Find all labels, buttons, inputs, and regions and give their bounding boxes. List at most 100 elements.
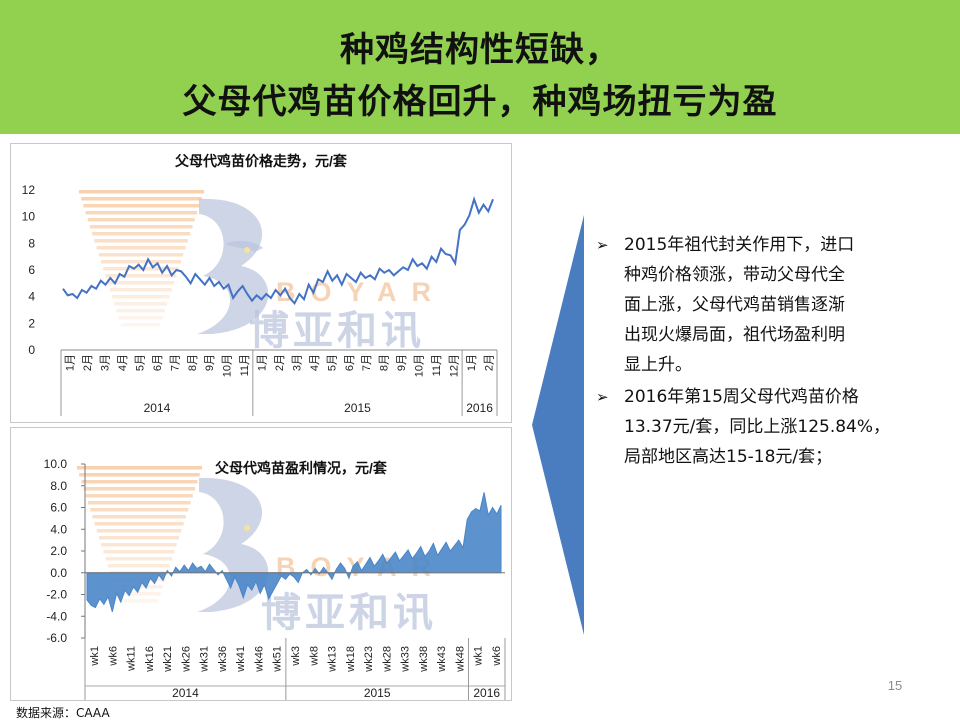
price-chart-panel: BOYAR 博亚和讯 父母代鸡苗价格走势，元/套 12 10 8 6 4 2 0 1月 2月 3… — [10, 143, 512, 423]
watermark-brand-en: BOYAR — [276, 277, 446, 307]
slide-title-line-2: 父母代鸡苗价格回升，种鸡场扭亏为盈 — [182, 82, 778, 122]
title-bar: 种鸡结构性短缺， 父母代鸡苗价格回升，种鸡场扭亏为盈 — [0, 0, 960, 134]
x-tick-label: wk11 — [126, 646, 138, 672]
x-tick-label: wk1 — [473, 646, 485, 667]
y-tick-label: 2.0 — [50, 544, 67, 558]
bullet-line: 种鸡价格领涨，带动父母代全 — [624, 265, 845, 285]
x-tick-label: wk8 — [308, 646, 320, 667]
y-tick-label: -6.0 — [46, 631, 67, 645]
bullet-item: ➢ 2016年第15周父母代鸡苗价格 13.37元/套，同比上涨125.84%，… — [596, 382, 941, 472]
watermark-brand-cn: 博亚和讯 — [249, 309, 425, 353]
y-tick-label: 6 — [28, 263, 35, 277]
x-tick-label: 3月 — [291, 354, 303, 371]
x-tick-label: 11月 — [239, 354, 251, 376]
bullet-line: 局部地区高达15-18元/套； — [624, 447, 833, 467]
x-tick-label: 6月 — [344, 354, 356, 371]
x-year-label: 2016 — [473, 686, 500, 700]
y-tick-label: -2.0 — [46, 588, 67, 602]
bullet-line: 出现火爆局面，祖代场盈利明 — [624, 325, 845, 345]
price-chart: BOYAR 博亚和讯 父母代鸡苗价格走势，元/套 12 10 8 6 4 2 0 1月 2月 3… — [22, 153, 498, 416]
x-tick-label: 8月 — [379, 354, 391, 371]
x-tick-label: wk1 — [89, 646, 101, 667]
profit-chart-title: 父母代鸡苗盈利情况，元/套 — [214, 460, 387, 476]
bullet-line: 显上升。 — [624, 355, 692, 375]
boyar-logo-watermark: BOYAR 博亚和讯 — [77, 466, 437, 635]
x-tick-label: 2月 — [274, 354, 286, 371]
bullet-line: 13.37元/套，同比上涨125.84%， — [624, 417, 891, 437]
x-year-label: 2015 — [364, 686, 391, 700]
x-tick-label: 6月 — [152, 354, 164, 371]
x-tick-label: wk18 — [345, 646, 357, 673]
x-tick-label: wk43 — [436, 646, 448, 673]
x-tick-label: 10月 — [222, 354, 234, 377]
bullet-line: 面上涨，父母代鸡苗销售逐渐 — [624, 295, 845, 315]
price-series-line — [62, 196, 494, 306]
x-tick-label: 1月 — [257, 354, 269, 371]
x-tick-label: 5月 — [326, 354, 338, 371]
x-tick-label: wk16 — [144, 646, 156, 673]
y-tick-label: 0 — [28, 343, 35, 357]
x-tick-label: 9月 — [396, 354, 408, 371]
x-tick-label: wk23 — [363, 646, 375, 673]
x-year-label: 2016 — [466, 401, 493, 415]
x-tick-label: wk46 — [253, 646, 265, 673]
x-tick-label: 1月 — [65, 354, 77, 371]
x-tick-label: wk6 — [107, 646, 119, 667]
x-tick-label: 2月 — [483, 354, 495, 371]
x-tick-label: wk36 — [217, 646, 229, 673]
boyar-logo-watermark: BOYAR 博亚和讯 — [79, 190, 446, 353]
x-tick-label: 11月 — [431, 354, 443, 376]
y-tick-label: 4.0 — [50, 522, 67, 536]
x-year-label: 2015 — [344, 401, 371, 415]
x-tick-label: 8月 — [187, 354, 199, 371]
y-tick-label: -4.0 — [46, 609, 67, 623]
bullet-list: ➢ 2015年祖代封关作用下，进口 种鸡价格领涨，带动父母代全 面上涨，父母代鸡… — [596, 230, 941, 474]
y-tick-label: 4 — [28, 290, 35, 304]
data-source-note: 数据来源：CAAA — [16, 706, 110, 720]
x-tick-label: wk26 — [180, 646, 192, 673]
slide-title-line-1: 种鸡结构性短缺， — [340, 30, 620, 70]
pointer-arrow-shape — [532, 215, 584, 635]
price-chart-title: 父母代鸡苗价格走势，元/套 — [174, 153, 347, 169]
arrow-bullet-icon: ➢ — [596, 236, 609, 254]
profit-chart-panel: BOYAR 博亚和讯 10.0 8.0 6.0 4.0 2.0 0.0 -2.0 -4.0 -6… — [10, 427, 512, 701]
x-tick-label: 5月 — [134, 354, 146, 371]
x-tick-label: 1月 — [466, 354, 478, 371]
profit-chart: BOYAR 博亚和讯 10.0 8.0 6.0 4.0 2.0 0.0 -2.0 -4.0 -6… — [44, 457, 506, 700]
bullet-line: 2016年第15周父母代鸡苗价格 — [624, 387, 859, 407]
x-year-label: 2014 — [172, 686, 199, 700]
x-tick-label: wk31 — [199, 646, 211, 673]
y-tick-label: 8.0 — [50, 479, 67, 493]
x-tick-label: wk13 — [327, 646, 339, 673]
x-tick-label: wk28 — [381, 646, 393, 673]
y-tick-label: 0.0 — [50, 566, 67, 580]
page-number: 15 — [887, 678, 903, 693]
bullet-line: 2015年祖代封关作用下，进口 — [624, 235, 855, 255]
x-tick-label: 7月 — [169, 354, 181, 371]
y-tick-label: 2 — [28, 316, 35, 330]
x-tick-label: wk41 — [235, 646, 247, 673]
x-tick-label: 12月 — [448, 354, 460, 377]
x-tick-label: wk51 — [272, 646, 284, 673]
x-tick-label: wk6 — [491, 646, 503, 667]
x-tick-label: wk48 — [454, 646, 466, 673]
x-tick-label: wk38 — [418, 646, 430, 673]
x-tick-label: 4月 — [309, 354, 321, 371]
y-tick-label: 8 — [28, 236, 35, 250]
x-tick-label: 2月 — [82, 354, 94, 371]
x-tick-label: 10月 — [414, 354, 426, 377]
bullet-item: ➢ 2015年祖代封关作用下，进口 种鸡价格领涨，带动父母代全 面上涨，父母代鸡… — [596, 230, 941, 380]
profit-series-area — [86, 492, 502, 613]
x-year-label: 2014 — [144, 401, 171, 415]
x-tick-label: wk3 — [290, 646, 302, 667]
y-tick-label: 10 — [22, 210, 36, 224]
x-tick-label: 4月 — [117, 354, 129, 371]
x-tick-label: wk33 — [400, 646, 412, 673]
y-tick-label: 12 — [22, 183, 36, 197]
y-tick-label: 6.0 — [50, 501, 67, 515]
x-tick-label: 3月 — [100, 354, 112, 371]
x-tick-label: wk21 — [162, 646, 174, 673]
watermark-brand-cn: 博亚和讯 — [261, 591, 437, 635]
x-tick-label: 9月 — [204, 354, 216, 371]
arrow-bullet-icon: ➢ — [596, 388, 609, 406]
